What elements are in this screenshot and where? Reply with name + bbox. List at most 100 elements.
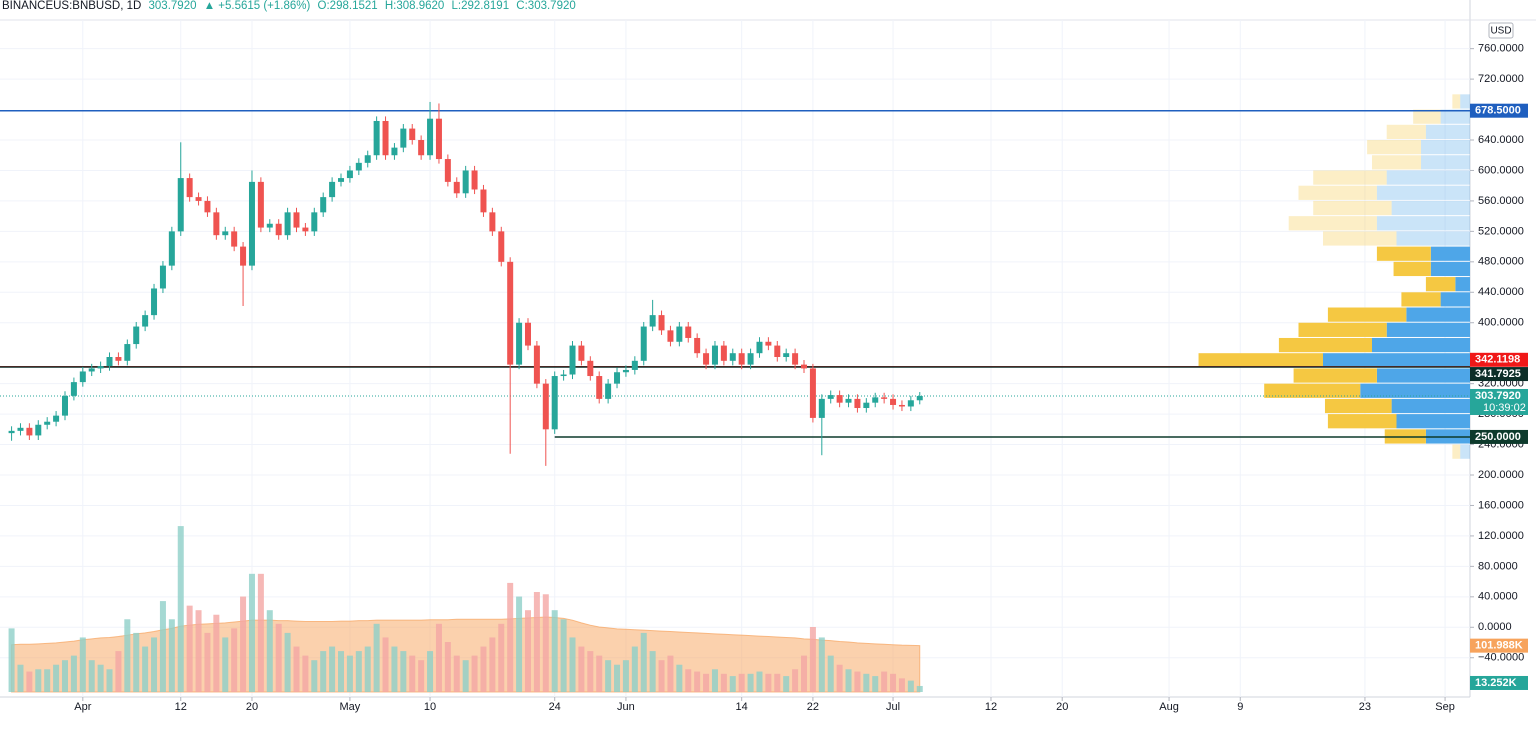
profile-up [1413, 109, 1441, 124]
x-tick-label: 22 [807, 701, 819, 713]
volume-bar [631, 646, 638, 692]
volume-bar [275, 623, 282, 692]
candle-body [329, 181, 336, 198]
ohlc-high: H:308.9620 [384, 0, 445, 12]
x-tick-label: 9 [1237, 701, 1243, 713]
volume-bar [649, 651, 656, 692]
volume-bar [97, 664, 104, 692]
candle-body [427, 118, 434, 156]
x-tick-label: 10 [424, 701, 436, 713]
candle-body [578, 345, 585, 361]
volume-bar [168, 619, 175, 692]
profile-up [1425, 277, 1456, 292]
volume-bar [596, 655, 603, 692]
volume-bar [159, 601, 166, 692]
candle-body [489, 212, 496, 232]
volume-bar [61, 660, 68, 692]
candle-body [542, 383, 549, 430]
volume-bar [453, 655, 460, 692]
symbol[interactable]: BINANCEUS:BNBUSD, 1D [2, 0, 142, 12]
volume-bar [845, 669, 852, 692]
volume-bar [756, 671, 763, 692]
x-tick-label: Apr [74, 701, 91, 713]
candle-body [284, 212, 291, 236]
volume-bar [836, 664, 843, 692]
profile-down [1386, 322, 1470, 337]
volume-bar [88, 660, 95, 692]
level-label-bg [1470, 103, 1528, 118]
candle-body [711, 345, 718, 365]
y-tick-label: 520.0000 [1478, 225, 1524, 237]
volume-bar [284, 632, 291, 692]
candle-body [881, 397, 888, 399]
volume-bar [890, 673, 897, 692]
volume-bar [622, 660, 629, 692]
volume-bar [257, 573, 264, 692]
currency-label[interactable]: USD [1490, 26, 1511, 37]
candle-body [622, 369, 629, 373]
x-tick-label: May [340, 701, 361, 713]
profile-down [1406, 307, 1470, 322]
y-tick-label: 760.0000 [1478, 43, 1524, 55]
profile-down [1323, 353, 1470, 368]
candle-body [257, 181, 264, 228]
profile-up [1264, 383, 1361, 398]
volume-bar [293, 646, 300, 692]
candle-body [747, 353, 754, 365]
candle-body [614, 372, 621, 384]
profile-down [1396, 414, 1470, 429]
candle-body [774, 345, 781, 357]
y-tick-label: 440.0000 [1478, 286, 1524, 298]
candle-body [346, 170, 353, 179]
volume-bar [792, 669, 799, 692]
candle-body [213, 212, 220, 236]
volume-bar [498, 623, 505, 692]
candle-body [159, 265, 166, 289]
volume-bar [142, 646, 149, 692]
candle-body [61, 395, 68, 416]
volume-bar [70, 655, 77, 692]
candle-body [275, 223, 282, 236]
volume-bar [765, 673, 772, 692]
ohlc-open: O:298.1521 [317, 0, 378, 12]
candle-body [462, 170, 469, 194]
volume-bar [703, 673, 710, 692]
candle-body [53, 415, 60, 422]
currency-box[interactable] [1488, 22, 1514, 39]
volume-bar [400, 651, 407, 692]
profile-down [1421, 140, 1470, 155]
volume-bar [364, 646, 371, 692]
profile-down [1460, 94, 1470, 109]
profile-up [1313, 200, 1392, 216]
header: BINANCEUS:BNBUSD, 1D 303.7920 ▲ +5.5615 … [2, 0, 580, 12]
candle-body [524, 322, 531, 346]
volume-bar [560, 619, 567, 692]
volume-label: 13.252K [1475, 677, 1517, 689]
profile-down [1421, 155, 1470, 170]
volume-bar [605, 660, 612, 692]
volume-bar [818, 637, 825, 692]
candle-body [898, 404, 905, 407]
x-tick-label: Sep [1435, 701, 1455, 713]
candle-body [44, 421, 51, 425]
candle-body [569, 345, 576, 375]
volume-bar [231, 628, 238, 692]
volume-bar [35, 669, 42, 692]
volume-label-bg [1470, 675, 1528, 690]
profile-down [1425, 124, 1470, 140]
volume-bar [774, 673, 781, 692]
volume-bar [222, 637, 229, 692]
volume-ma-label: 101.988K [1475, 640, 1523, 652]
profile-up [1393, 261, 1431, 277]
candle-body [863, 402, 870, 409]
volume-ma-area [11, 616, 921, 693]
candle-body [649, 315, 656, 327]
level-label: 342.1198 [1475, 354, 1520, 366]
y-tick-label: 40.0000 [1478, 591, 1518, 603]
candle-body [694, 337, 701, 354]
candle-body [142, 315, 149, 327]
volume-bar [338, 651, 345, 692]
volume-bar [827, 655, 834, 692]
